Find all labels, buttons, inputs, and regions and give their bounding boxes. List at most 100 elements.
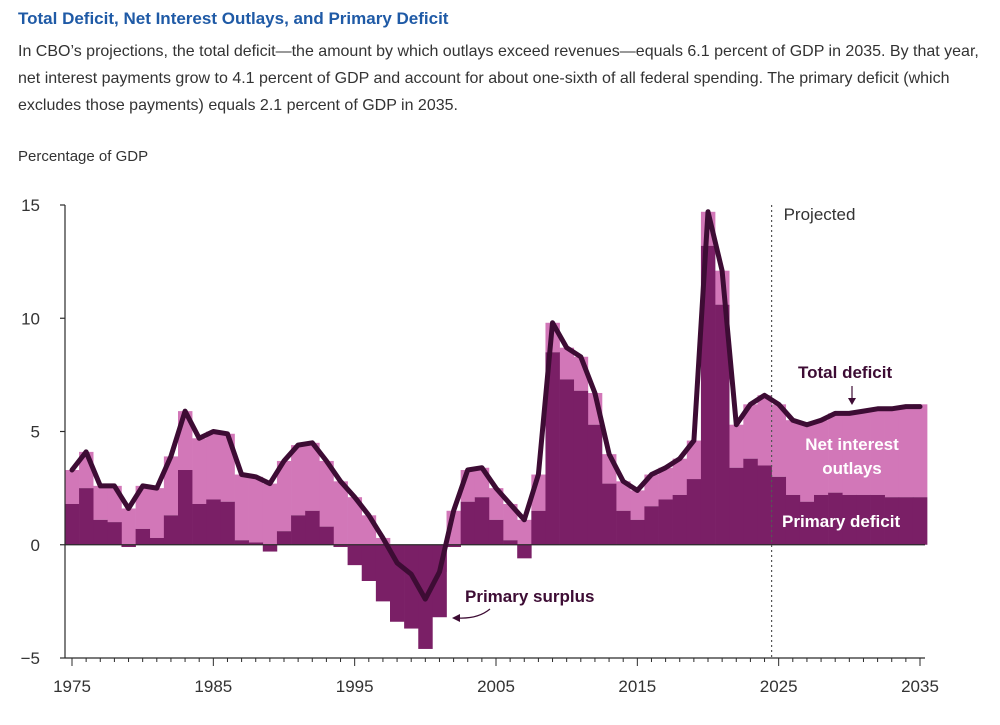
primary-bar-2003 [460,501,476,545]
interest-bar-1987 [234,474,249,541]
primary-bar-2034 [898,497,914,545]
primary-bar-2027 [799,501,815,545]
primary-bar-1983 [178,470,193,545]
interest-bar-1994 [333,481,348,545]
primary-bar-1992 [305,510,320,545]
x-tick-label: 1985 [194,677,232,696]
primary-bar-1979 [121,544,136,548]
primary-deficit-annotation: Primary deficit [782,512,900,531]
primary-bar-2019 [686,479,702,545]
primary-bar-1982 [163,515,179,545]
y-tick-label: −5 [21,649,40,668]
primary-bar-2006 [503,540,518,545]
projected-label: Projected [784,205,856,224]
interest-bar-2015 [630,490,645,520]
primary-bar-1976 [79,488,94,545]
interest-bar-2006 [503,503,518,541]
net-interest-annotation-line2: outlays [822,459,882,478]
chart-title: Total Deficit, Net Interest Outlays, and… [18,9,449,28]
total-deficit-arrow-head [848,398,856,405]
interest-bar-2034 [898,406,914,498]
interest-bar-2019 [686,440,702,480]
total-deficit-line [69,209,923,602]
interest-bar-2018 [672,458,688,495]
x-tick-label: 2035 [901,677,939,696]
primary-bar-2033 [884,497,900,545]
primary-bar-1999 [404,544,419,629]
interest-bar-2023 [743,404,758,459]
interest-bar-1989 [262,483,278,545]
primary-bar-1981 [149,537,165,545]
primary-bar-1985 [206,499,221,545]
total-deficit-annotation: Total deficit [798,363,892,382]
primary-bar-2028 [814,494,829,545]
interest-bar-2031 [856,411,871,495]
primary-bar-2002 [446,544,461,548]
primary-bar-2018 [672,494,688,545]
primary-bar-1997 [375,544,391,602]
primary-bar-2022 [729,467,744,545]
interest-bar-1991 [291,445,306,516]
primary-bar-2029 [828,492,843,545]
primary-bar-2005 [488,519,504,545]
primary-bar-1975 [64,503,80,545]
x-tick-label: 2025 [760,677,798,696]
interest-bar-1979 [121,508,136,545]
interest-bar-1977 [93,485,108,520]
primary-bar-1994 [333,544,348,548]
interest-bar-2024 [757,395,772,466]
y-ticks: −5 0 5 10 15 [21,196,65,668]
primary-bar-2011 [573,390,589,545]
primary-surplus-annotation: Primary surplus [465,587,594,606]
primary-bar-2014 [616,510,631,545]
primary-bar-2017 [658,499,673,545]
primary-bar-2010 [559,379,575,545]
interest-bar-1980 [135,485,151,529]
primary-bar-1991 [291,515,306,545]
primary-bar-2031 [856,494,871,545]
primary-bar-2009 [545,352,560,545]
interest-bar-1995 [347,497,363,545]
primary-bar-1990 [276,531,292,545]
net-interest-annotation: Net interest [805,435,899,454]
primary-bar-2016 [644,506,659,545]
interest-bar-2025 [771,404,787,477]
interest-bar-2017 [658,467,673,500]
y-tick-label: 10 [21,309,40,328]
interest-bar-1990 [276,460,292,532]
interest-bar-1988 [248,476,264,543]
y-axis-label: Percentage of GDP [18,148,148,165]
interest-bar-2033 [884,408,900,498]
primary-surplus-arrow-head [452,614,460,622]
interest-bar-1993 [319,460,334,527]
primary-bar-1978 [107,522,122,545]
primary-bar-1993 [319,526,334,545]
interest-bar-1975 [64,470,80,504]
primary-bar-2035 [912,497,928,545]
primary-bar-2021 [715,304,730,545]
interest-bar-2032 [870,408,885,495]
interest-bar-2030 [842,413,857,495]
interest-bar-2026 [785,420,801,495]
primary-bar-1996 [361,544,377,581]
primary-bar-1980 [135,528,151,545]
primary-bar-1989 [262,544,278,552]
y-tick-label: 5 [31,423,40,442]
primary-bar-2008 [531,510,546,545]
interest-bar-1981 [149,488,165,538]
primary-bar-2030 [842,494,857,545]
primary-bar-2013 [602,483,617,545]
primary-bar-2026 [785,494,801,545]
primary-bar-2004 [474,497,490,545]
y-tick-label: 0 [31,536,40,555]
interest-bar-2016 [644,474,659,507]
primary-bar-2023 [743,458,758,545]
interest-bar-2035 [912,404,928,498]
primary-bar-2007 [517,544,532,559]
primary-surplus-arrow-line [457,608,491,619]
primary-bar-2025 [771,476,787,545]
primary-bar-1995 [347,544,363,566]
x-tick-label: 2015 [618,677,656,696]
primary-bar-2012 [587,424,603,545]
primary-bar-1984 [192,503,207,545]
